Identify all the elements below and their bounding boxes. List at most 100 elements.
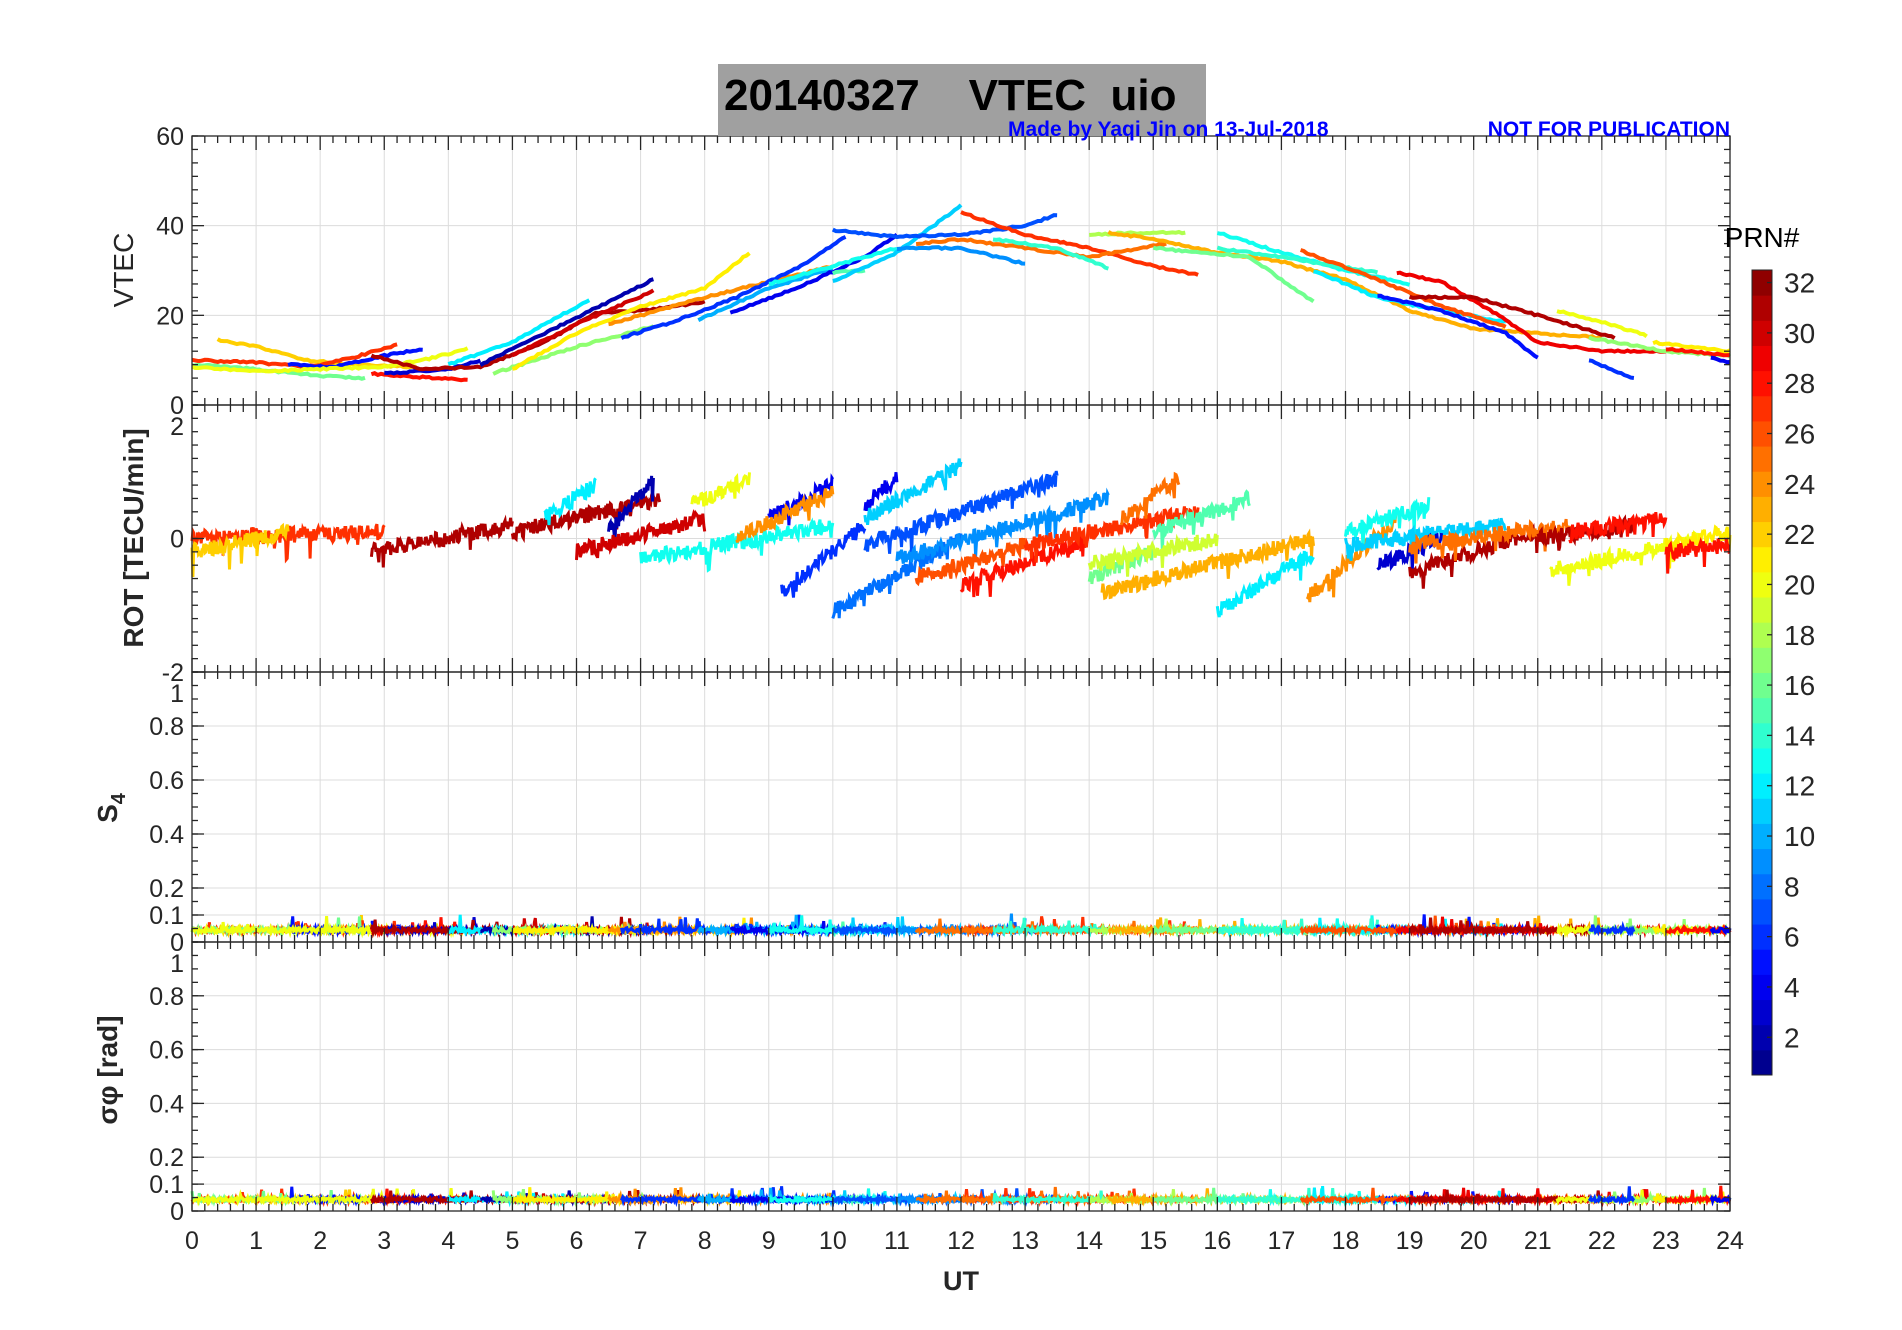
gridlines — [192, 136, 1730, 1211]
vtec-track-prn-2 — [479, 277, 654, 367]
colorbar-swatch-prn-31 — [1752, 295, 1772, 321]
sigma_phi-ytick-label: 0.4 — [149, 1090, 184, 1118]
rot-trace-prn-27 — [190, 522, 386, 564]
chart-title: 20140327 VTEC uio — [724, 71, 1176, 120]
vtec-track-prn-6 — [620, 235, 847, 340]
rot-trace-prn-15 — [1151, 489, 1251, 553]
colorbar-swatch-prn-5 — [1752, 949, 1772, 975]
vtec-track-prn-30 — [511, 288, 655, 358]
colorbar-swatch-prn-13 — [1752, 747, 1772, 774]
xtick-label: 6 — [570, 1227, 584, 1255]
rot-trace-prn-12 — [1215, 550, 1315, 618]
ylabel-s4-main: S — [92, 804, 123, 823]
colorbar-tick-label: 22 — [1784, 519, 1815, 550]
notice-text: NOT FOR PUBLICATION — [1488, 118, 1730, 141]
s4-ytick-label: 0.4 — [149, 821, 184, 849]
xtick-label: 17 — [1268, 1227, 1296, 1255]
vtec-track-prn-31 — [1408, 294, 1616, 340]
colorbar-tick-label: 28 — [1784, 368, 1815, 399]
colorbar-tick-label: 12 — [1784, 771, 1815, 802]
colorbar-swatch-prn-30 — [1752, 320, 1772, 346]
xtick-label: 3 — [377, 1227, 391, 1255]
colorbar-tick-label: 16 — [1784, 670, 1815, 701]
rot-trace-prn-25 — [1119, 471, 1181, 527]
xtick-label: 12 — [947, 1227, 975, 1255]
s4-trace-prn-6 — [1588, 920, 1636, 937]
colorbar-swatch-prn-23 — [1752, 496, 1772, 523]
vtec-track-prn-13 — [768, 246, 898, 286]
colorbar-swatch-prn-16 — [1752, 672, 1772, 699]
colorbar-swatch-prn-4 — [1752, 974, 1772, 1001]
xtick-label: 4 — [441, 1227, 455, 1255]
rot-trace-prn-28 — [1664, 536, 1731, 574]
s4-ytick-label: 0 — [170, 929, 184, 957]
rot-trace-prn-28 — [959, 531, 1091, 598]
rot-trace-prn-11 — [863, 458, 963, 525]
axes — [191, 135, 1731, 1212]
xtick-label: 19 — [1396, 1227, 1424, 1255]
rot-trace-prn-13 — [639, 517, 835, 573]
xlabel: UT — [943, 1266, 979, 1296]
rot-trace-prn-8 — [831, 533, 963, 619]
colorbar-swatch-prn-7 — [1752, 898, 1772, 925]
colorbar-swatch-prn-8 — [1752, 873, 1772, 900]
colorbar-tick-label: 32 — [1784, 268, 1815, 299]
colorbar-tick-label: 20 — [1784, 569, 1815, 600]
s4-ytick-label: 0.2 — [149, 875, 184, 903]
colorbar-swatch-prn-12 — [1752, 773, 1772, 799]
colorbar-swatch-prn-20 — [1752, 571, 1772, 598]
colorbar-swatch-prn-11 — [1752, 798, 1772, 824]
colorbar-swatch-prn-18 — [1752, 622, 1772, 648]
colorbar-swatch-prn-10 — [1752, 823, 1772, 850]
sigma_phi-ytick-label: 1 — [170, 950, 184, 978]
rot-ytick-label: 2 — [170, 413, 184, 441]
xtick-label: 22 — [1588, 1227, 1616, 1255]
colorbar-tick-label: 2 — [1784, 1022, 1800, 1053]
sigma_phi-ytick-label: 0 — [170, 1198, 184, 1226]
xtick-label: 21 — [1524, 1227, 1552, 1255]
vtec-ytick-label: 20 — [156, 302, 184, 330]
rot-trace-prn-27 — [1023, 506, 1200, 563]
ylabel-s4: S4 — [92, 792, 130, 823]
colorbar-swatch-prn-1 — [1752, 1049, 1772, 1076]
colorbar-swatch-prn-14 — [1752, 722, 1772, 749]
xtick-label: 1 — [249, 1227, 263, 1255]
tick-labels: 0204060-20200.10.20.40.60.8100.10.20.40.… — [149, 123, 1744, 1255]
vtec-track-prn-28 — [1665, 346, 1731, 358]
rot-trace-prn-6 — [780, 523, 867, 598]
vtec-track-prn-31 — [370, 299, 706, 372]
xtick-label: 0 — [185, 1227, 199, 1255]
vtec-ytick-label: 60 — [156, 123, 184, 151]
xtick-label: 8 — [698, 1227, 712, 1255]
vtec-track-prn-16 — [1152, 245, 1315, 304]
vtec-track-prn-4 — [1710, 355, 1731, 365]
rot-trace-prn-4 — [863, 472, 899, 511]
rot-trace-prn-19 — [1087, 533, 1219, 577]
xtick-label: 13 — [1011, 1227, 1039, 1255]
colorbar-tick-label: 24 — [1784, 469, 1815, 500]
sigma_phi-ytick-label: 0.2 — [149, 1144, 184, 1172]
vtec-track-prn-10 — [697, 266, 834, 322]
xtick-label: 11 — [884, 1227, 910, 1255]
rot-trace-prn-24 — [735, 485, 835, 543]
s4-ytick-label: 0.8 — [149, 713, 184, 741]
vtec-track-prn-7 — [831, 213, 1058, 240]
colorbar-swatch-prn-2 — [1752, 1024, 1772, 1051]
vtec-track-prn-14 — [992, 237, 1109, 271]
rot-trace-prn-20 — [690, 472, 751, 507]
colorbar-swatch-prn-32 — [1752, 270, 1772, 296]
sigma_phi-ytick-label: 0.8 — [149, 983, 184, 1011]
vtec-track-prn-18 — [1089, 229, 1186, 237]
rot-trace-prn-25 — [1408, 518, 1572, 564]
sigma_phi-ytick-label: 0.1 — [149, 1171, 184, 1199]
rot-trace-prn-23 — [1100, 528, 1315, 601]
credit-text: Made by Yaqi Jin on 13-Jul-2018 — [1008, 118, 1329, 141]
rot-trace-prn-4 — [767, 473, 835, 526]
colorbar-swatch-prn-21 — [1752, 546, 1772, 573]
xtick-label: 23 — [1652, 1227, 1680, 1255]
rot-trace-prn-2 — [607, 475, 655, 547]
rot-trace-prn-30 — [575, 509, 707, 561]
sigma_phi-ytick-label: 0.6 — [149, 1037, 184, 1065]
rot-series-group — [190, 458, 1732, 619]
sigma_phi-series-group — [190, 1185, 1732, 1208]
